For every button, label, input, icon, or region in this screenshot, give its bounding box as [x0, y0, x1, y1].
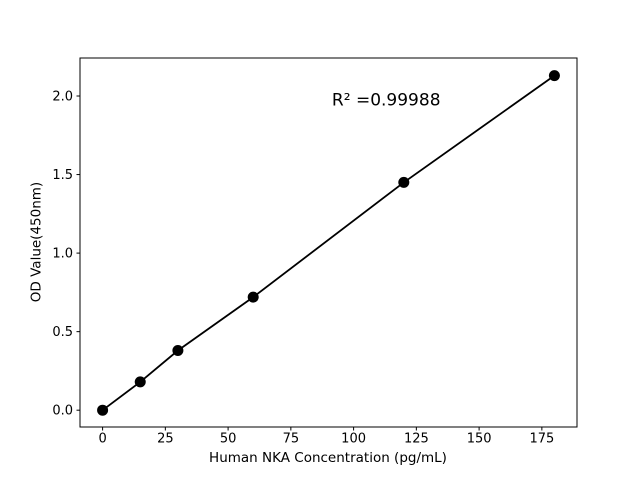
x-tick-label: 150 [467, 432, 492, 447]
y-tick-label: 2.0 [52, 90, 73, 105]
data-point [548, 70, 560, 82]
data-point [398, 176, 410, 188]
y-tick-label: 1.5 [52, 168, 73, 183]
y-tick-label: 0.0 [52, 404, 73, 419]
x-axis-title: Human NKA Concentration (pg/mL) [209, 450, 447, 466]
x-tick-label: 175 [529, 432, 554, 447]
data-point [247, 291, 259, 303]
standard-curve-line [102, 74, 555, 411]
data-point [97, 404, 109, 416]
x-tick-label: 25 [157, 432, 174, 447]
x-tick-label: 0 [98, 432, 106, 447]
x-tick-label: 125 [404, 432, 429, 447]
y-tick-label: 1.0 [52, 247, 73, 262]
r-squared-annotation: R² =0.99988 [331, 90, 441, 111]
y-tick-label: 0.5 [52, 325, 73, 340]
x-tick-label: 50 [220, 432, 237, 447]
data-point [134, 376, 146, 388]
y-axis-title: OD Value(450nm) [28, 181, 45, 303]
x-tick-label: 100 [341, 432, 366, 447]
data-point [172, 344, 184, 356]
plot-border [79, 57, 578, 428]
x-tick-label: 75 [283, 432, 300, 447]
